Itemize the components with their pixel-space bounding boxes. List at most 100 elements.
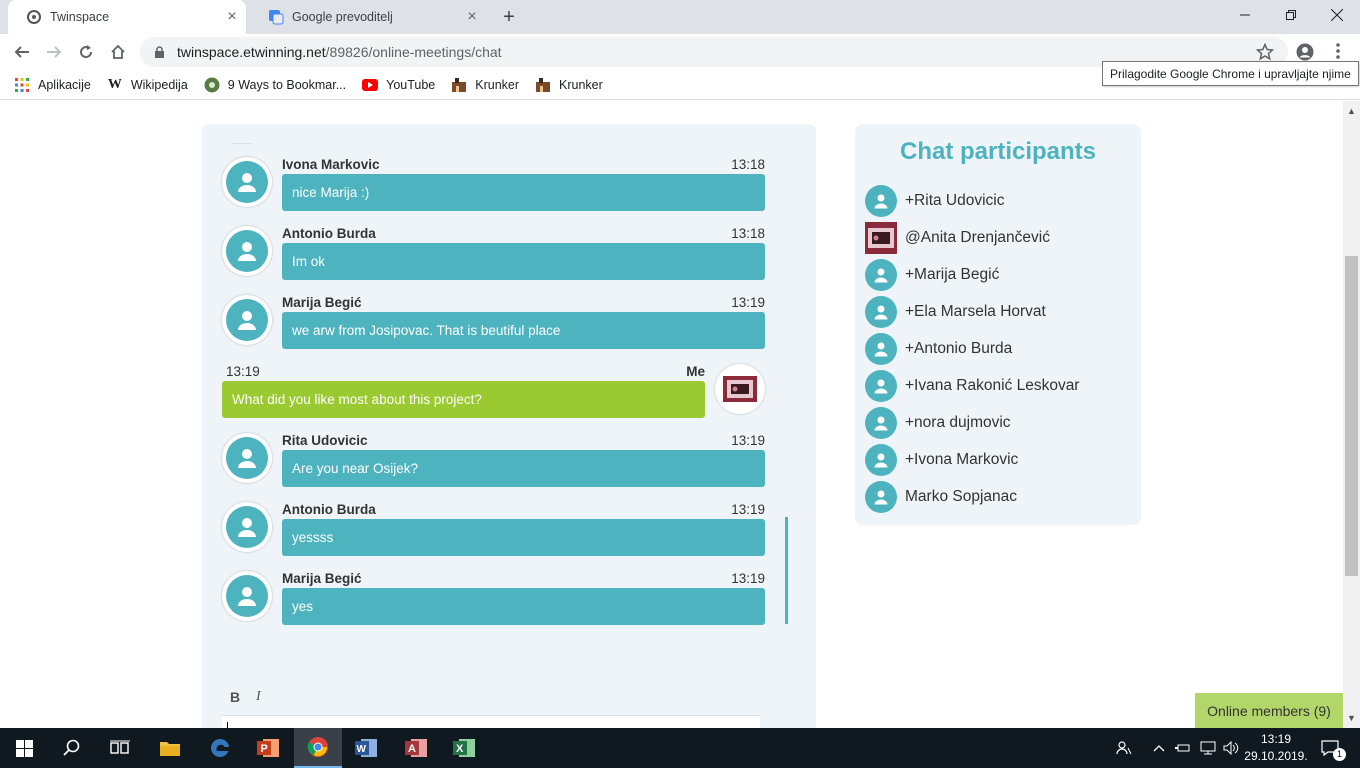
italic-button[interactable]: I <box>256 689 261 704</box>
word-icon[interactable]: W <box>342 728 390 768</box>
volume-icon[interactable] <box>1220 728 1242 768</box>
participant-name: +Marija Begić <box>905 266 1000 283</box>
site-icon <box>204 77 220 93</box>
bookmark-wikipedia[interactable]: W Wikipedija <box>107 77 188 93</box>
minimize-icon[interactable] <box>1222 0 1268 30</box>
avatar[interactable] <box>222 571 272 621</box>
wikipedia-icon: W <box>107 76 122 92</box>
plus-icon[interactable]: + <box>503 5 515 28</box>
windows-start-icon[interactable] <box>0 728 48 768</box>
participant-item[interactable]: Marko Sopjanac <box>865 481 1017 513</box>
bookmark-label: YouTube <box>386 77 436 92</box>
message-time: 13:18 <box>731 226 765 241</box>
bookmark-krunker-2[interactable]: Krunker <box>535 77 603 93</box>
avatar[interactable] <box>222 226 272 276</box>
participant-name: +Ivana Rakonić Leskovar <box>905 377 1080 394</box>
divider <box>232 143 252 144</box>
network-icon[interactable] <box>1197 728 1219 768</box>
taskbar-clock[interactable]: 13:19 29.10.2019. <box>1240 731 1312 765</box>
chat-message: Rita Udovicic 13:19 Are you near Osijek? <box>222 433 765 503</box>
people-icon[interactable] <box>1112 728 1136 768</box>
bookmark-9-ways[interactable]: 9 Ways to Bookmar... <box>204 77 346 93</box>
task-view-icon[interactable] <box>96 728 144 768</box>
user-icon <box>865 444 897 476</box>
bookmark-label: 9 Ways to Bookmar... <box>227 77 347 92</box>
profile-icon[interactable] <box>1296 43 1314 64</box>
participant-item[interactable]: +Marija Begić <box>865 259 999 291</box>
user-icon <box>226 230 268 272</box>
lock-icon <box>154 45 165 59</box>
tab-twinspace[interactable]: Twinspace × <box>8 0 246 34</box>
reload-icon[interactable] <box>72 38 100 66</box>
user-icon <box>865 370 897 402</box>
message-input[interactable] <box>222 715 760 728</box>
user-icon <box>865 481 897 513</box>
forward-icon[interactable] <box>40 38 68 66</box>
participant-name: @Anita Drenjančević <box>905 229 1050 246</box>
participant-name: +Ivona Markovic <box>905 451 1019 468</box>
back-icon[interactable] <box>8 38 36 66</box>
avatar[interactable] <box>222 433 272 483</box>
participant-item[interactable]: @Anita Drenjančević <box>865 222 1050 254</box>
edge-icon[interactable] <box>196 728 244 768</box>
restore-icon[interactable] <box>1268 0 1314 30</box>
user-icon <box>226 506 268 548</box>
message-author: Rita Udovicic <box>282 433 368 448</box>
address-bar[interactable]: twinspace.etwinning.net/89826/online-mee… <box>140 37 1288 67</box>
participant-item[interactable]: +Ivona Markovic <box>865 444 1018 476</box>
participant-item[interactable]: +Rita Udovicic <box>865 185 1005 217</box>
page-content: Ivona Markovic 13:18 nice Marija :) Antonio… <box>0 101 1343 728</box>
scroll-down-icon[interactable]: ▼ <box>1347 713 1356 723</box>
message-author: Marija Begić <box>282 295 362 310</box>
chat-panel: Ivona Markovic 13:18 nice Marija :) Antonio… <box>202 124 816 728</box>
bookmark-label: Aplikacije <box>38 77 91 92</box>
user-photo-icon <box>865 222 897 254</box>
bold-button[interactable]: B <box>230 689 241 705</box>
chevron-up-icon[interactable] <box>1150 728 1168 768</box>
message-bubble: yes <box>282 588 765 625</box>
user-icon <box>226 437 268 479</box>
scrollbar-thumb[interactable] <box>1345 256 1358 576</box>
avatar[interactable] <box>222 502 272 552</box>
search-icon[interactable] <box>48 728 96 768</box>
apps-grid-icon <box>14 77 30 93</box>
participant-name: Marko Sopjanac <box>905 488 1018 505</box>
notification-center-icon[interactable]: 1 <box>1316 728 1346 768</box>
file-explorer-icon[interactable] <box>146 728 194 768</box>
close-window-icon[interactable] <box>1314 0 1360 30</box>
own-avatar[interactable] <box>715 364 765 414</box>
bookmark-star-icon[interactable] <box>1255 42 1275 64</box>
bookmark-youtube[interactable]: YouTube <box>362 77 435 93</box>
close-tab-icon[interactable]: × <box>227 8 237 25</box>
close-tab-icon[interactable]: × <box>467 8 477 25</box>
battery-icon[interactable] <box>1172 728 1192 768</box>
access-icon[interactable]: A <box>392 728 440 768</box>
tab-google-translate[interactable]: Google prevoditelj × <box>250 0 486 34</box>
bookmark-label: Krunker <box>475 77 520 92</box>
page-scrollbar[interactable]: ▲ ▼ <box>1343 101 1360 728</box>
home-icon[interactable] <box>104 38 132 66</box>
bookmark-krunker-1[interactable]: Krunker <box>451 77 519 93</box>
excel-icon[interactable]: X <box>440 728 488 768</box>
scroll-up-icon[interactable]: ▲ <box>1347 106 1356 116</box>
own-chat-message: Me 13:19 What did you like most about this… <box>222 364 765 434</box>
user-icon <box>865 296 897 328</box>
user-photo-icon <box>719 368 761 410</box>
participant-item[interactable]: +Ela Marsela Horvat <box>865 296 1046 328</box>
online-members-button[interactable]: Online members (9) <box>1195 693 1343 728</box>
participant-item[interactable]: +Ivana Rakonić Leskovar <box>865 370 1079 402</box>
menu-kebab-icon[interactable] <box>1330 42 1346 63</box>
avatar[interactable] <box>222 295 272 345</box>
chat-scroll-indicator[interactable] <box>785 517 788 624</box>
message-time: 13:19 <box>731 295 765 310</box>
user-icon <box>865 259 897 291</box>
message-time: 13:19 <box>226 364 260 379</box>
participant-item[interactable]: +Antonio Burda <box>865 333 1012 365</box>
avatar[interactable] <box>222 157 272 207</box>
participant-item[interactable]: +nora dujmovic <box>865 407 1011 439</box>
powerpoint-icon[interactable]: P <box>244 728 292 768</box>
participants-title: Chat participants <box>899 138 1097 165</box>
chrome-icon[interactable] <box>294 728 342 768</box>
bookmark-apps[interactable]: Aplikacije <box>14 77 91 93</box>
message-bubble: yessss <box>282 519 765 556</box>
